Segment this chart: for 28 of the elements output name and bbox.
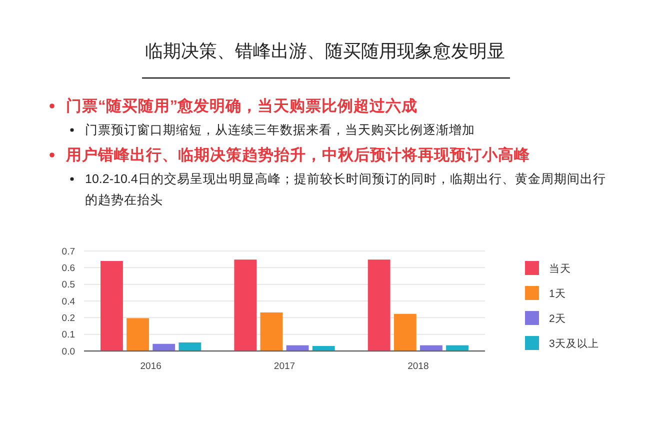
legend-label: 2天 — [549, 313, 566, 325]
text: 用户错峰出行、临期决策趋势抬升，中秋后预计将再现预订小高峰 — [65, 145, 531, 164]
x-tick-label: 2018 — [408, 361, 429, 372]
y-tick-label: 0.5 — [62, 280, 75, 291]
bar — [178, 342, 202, 351]
bar — [126, 318, 150, 351]
bar — [368, 260, 390, 351]
bar — [312, 346, 335, 351]
bar — [260, 312, 283, 351]
x-tick-label: 2016 — [140, 361, 162, 372]
y-tick-label: 0.0 — [62, 346, 75, 358]
y-tick-label: 0.1 — [62, 330, 75, 341]
legend-label: 1天 — [549, 288, 566, 300]
bar — [100, 261, 123, 351]
text: 10.2-10.4日的交易呈现出明显高峰；提前较长时间预订的同时，临期出行、黄金周期间出行的趋势在抬头 — [85, 171, 606, 207]
legend-label: 当天 — [549, 263, 571, 275]
legend-label: 3天及以上 — [549, 337, 599, 350]
y-tick-label: 0.7 — [62, 246, 75, 258]
chart-title: 临期决策、错峰出游、随买随用现象愈发明显 — [145, 41, 505, 61]
bar — [394, 314, 416, 351]
x-tick-label: 2017 — [274, 361, 296, 372]
text: 门票预订窗口期缩短，从连续三年数据来看，当天购买比例逐渐增加 — [85, 122, 475, 137]
bar — [152, 344, 176, 351]
text: 门票“随买随用”愈发明确，当天购票比例超过六成 — [66, 97, 418, 115]
y-tick-label: 0.2 — [62, 312, 75, 324]
y-tick-label: 0.4 — [62, 296, 75, 308]
y-tick-label: 0.6 — [62, 262, 75, 274]
bar — [234, 260, 257, 351]
